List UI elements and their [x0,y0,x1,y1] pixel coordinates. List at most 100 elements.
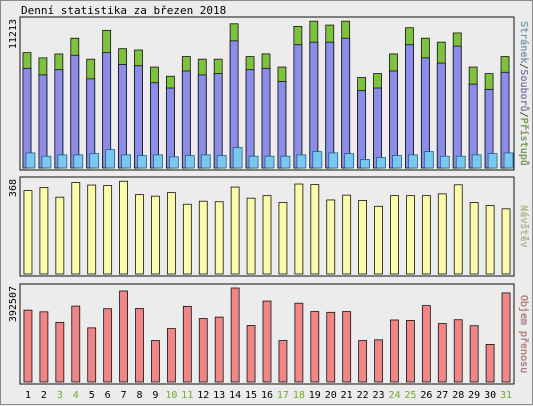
x-tick-label: 14 [229,390,241,401]
bar-stranek-day-11 [184,155,195,169]
bar-transfer-day-26 [421,305,431,383]
panel-visits: 368 Návštěv [8,176,530,277]
bar-visits-day-22 [358,200,368,275]
bar-transfer-day-31 [501,292,511,383]
x-tick-label: 5 [89,390,95,401]
bar-visits-day-19 [310,184,320,275]
x-tick-label: 15 [245,390,257,401]
bar-souboru-day-25 [405,44,414,169]
bar-stranek-day-5 [89,153,100,169]
bar-visits-day-24 [390,195,399,275]
bar-stranek-day-6 [105,149,116,169]
bar-transfer-day-27 [437,323,447,383]
bar-visits-day-31 [501,208,511,275]
bar-transfer-day-3 [55,321,65,383]
bar-transfer-day-29 [469,325,479,383]
bar-souboru-day-3 [54,69,64,169]
bar-stranek-day-27 [439,155,450,169]
x-tick-label: 25 [404,390,416,401]
bar-stranek-day-29 [471,154,482,169]
bar-visits-day-3 [55,196,65,275]
legend-entry: Objem přenosu [518,295,530,373]
bar-stranek-day-12 [200,154,211,169]
bar-stranek-day-25 [408,154,418,169]
bar-transfer-day-24 [390,319,399,383]
bar-transfer-day-9 [151,340,160,383]
bar-souboru-day-2 [38,74,48,169]
bar-souboru-day-13 [213,73,223,169]
bar-stranek-day-30 [487,153,498,169]
x-tick-label: 31 [500,390,512,401]
x-tick-label: 9 [152,390,158,401]
bar-visits-day-28 [453,184,463,275]
bar-transfer-day-19 [310,311,320,383]
bar-visits-day-4 [71,182,81,275]
x-tick-label: 3 [57,390,63,401]
bar-transfer-day-22 [358,340,368,383]
bar-transfer-day-4 [71,305,81,383]
bar-transfer-day-2 [39,311,49,383]
bar-souboru-day-24 [389,70,398,169]
chart-title: Denní statistika za březen 2018 [21,4,226,17]
bar-visits-day-17 [278,202,288,275]
bar-transfer-day-25 [406,320,415,383]
x-tick-label: 26 [420,390,432,401]
legend-hits: Stránek/Souborů/Přístupů [518,21,530,166]
bar-souboru-day-21 [341,37,351,169]
x-tick-label: 8 [137,390,143,401]
bar-visits-day-5 [87,184,97,275]
bar-visits-day-13 [214,201,224,275]
bar-stranek-day-22 [360,159,371,169]
x-axis-labels: 1 2 3 4 5 6 7 8 9 10 11 12 13 14 15 16 17 18 19 20 21 22 23 24 2… [25,390,512,401]
bar-visits-day-15 [246,197,256,275]
bar-souboru-day-19 [309,41,319,169]
legend-entry: Přístupů [518,118,530,166]
legend-entry: Návštěv [518,205,530,247]
x-tick-label: 19 [309,390,321,401]
x-tick-label: 23 [373,390,385,401]
legend-entry: Stránek [518,21,530,63]
bar-stranek-day-31 [503,152,514,169]
bar-transfer-day-20 [326,311,336,383]
x-tick-label: 7 [121,390,127,401]
bar-visits-day-25 [406,195,415,275]
x-tick-label: 18 [293,390,305,401]
bar-stranek-day-1 [25,152,36,169]
bar-visits-day-8 [135,194,144,275]
bar-stranek-day-19 [312,151,323,169]
legend-entry: Souborů [518,69,530,111]
x-tick-label: 24 [388,390,400,401]
x-tick-label: 6 [105,390,111,401]
bar-transfer-day-1 [23,309,33,383]
bar-stranek-day-20 [328,152,339,169]
bar-transfer-day-10 [166,328,176,383]
x-tick-label: 13 [213,390,225,401]
x-tick-label: 30 [484,390,496,401]
bar-souboru-day-7 [118,64,127,169]
bar-visits-day-1 [23,190,33,275]
bar-stranek-day-9 [153,154,163,169]
bar-souboru-day-11 [181,70,191,169]
bar-transfer-day-13 [214,316,224,383]
bar-stranek-day-10 [168,156,179,169]
bar-souboru-day-20 [325,41,335,169]
bar-visits-day-10 [166,192,176,275]
x-tick-label: 27 [436,390,448,401]
bar-stranek-day-13 [216,155,227,169]
bar-visits-day-29 [469,202,479,275]
x-tick-label: 16 [261,390,273,401]
bar-souboru-day-4 [70,54,80,169]
bar-visits-day-11 [182,203,192,275]
bar-transfer-day-14 [230,287,240,383]
bar-visits-day-6 [103,185,113,275]
bar-visits-day-20 [326,199,336,275]
bar-visits-day-2 [39,187,49,275]
bar-transfer-day-5 [87,327,97,383]
bar-stranek-day-23 [376,157,386,169]
bar-transfer-day-28 [453,319,463,383]
legend-visits: Návštěv [518,205,530,247]
bar-souboru-day-10 [165,87,175,169]
bar-visits-day-23 [374,205,383,275]
y-max-label: 368 [8,179,19,197]
bar-transfer-day-15 [246,325,256,383]
